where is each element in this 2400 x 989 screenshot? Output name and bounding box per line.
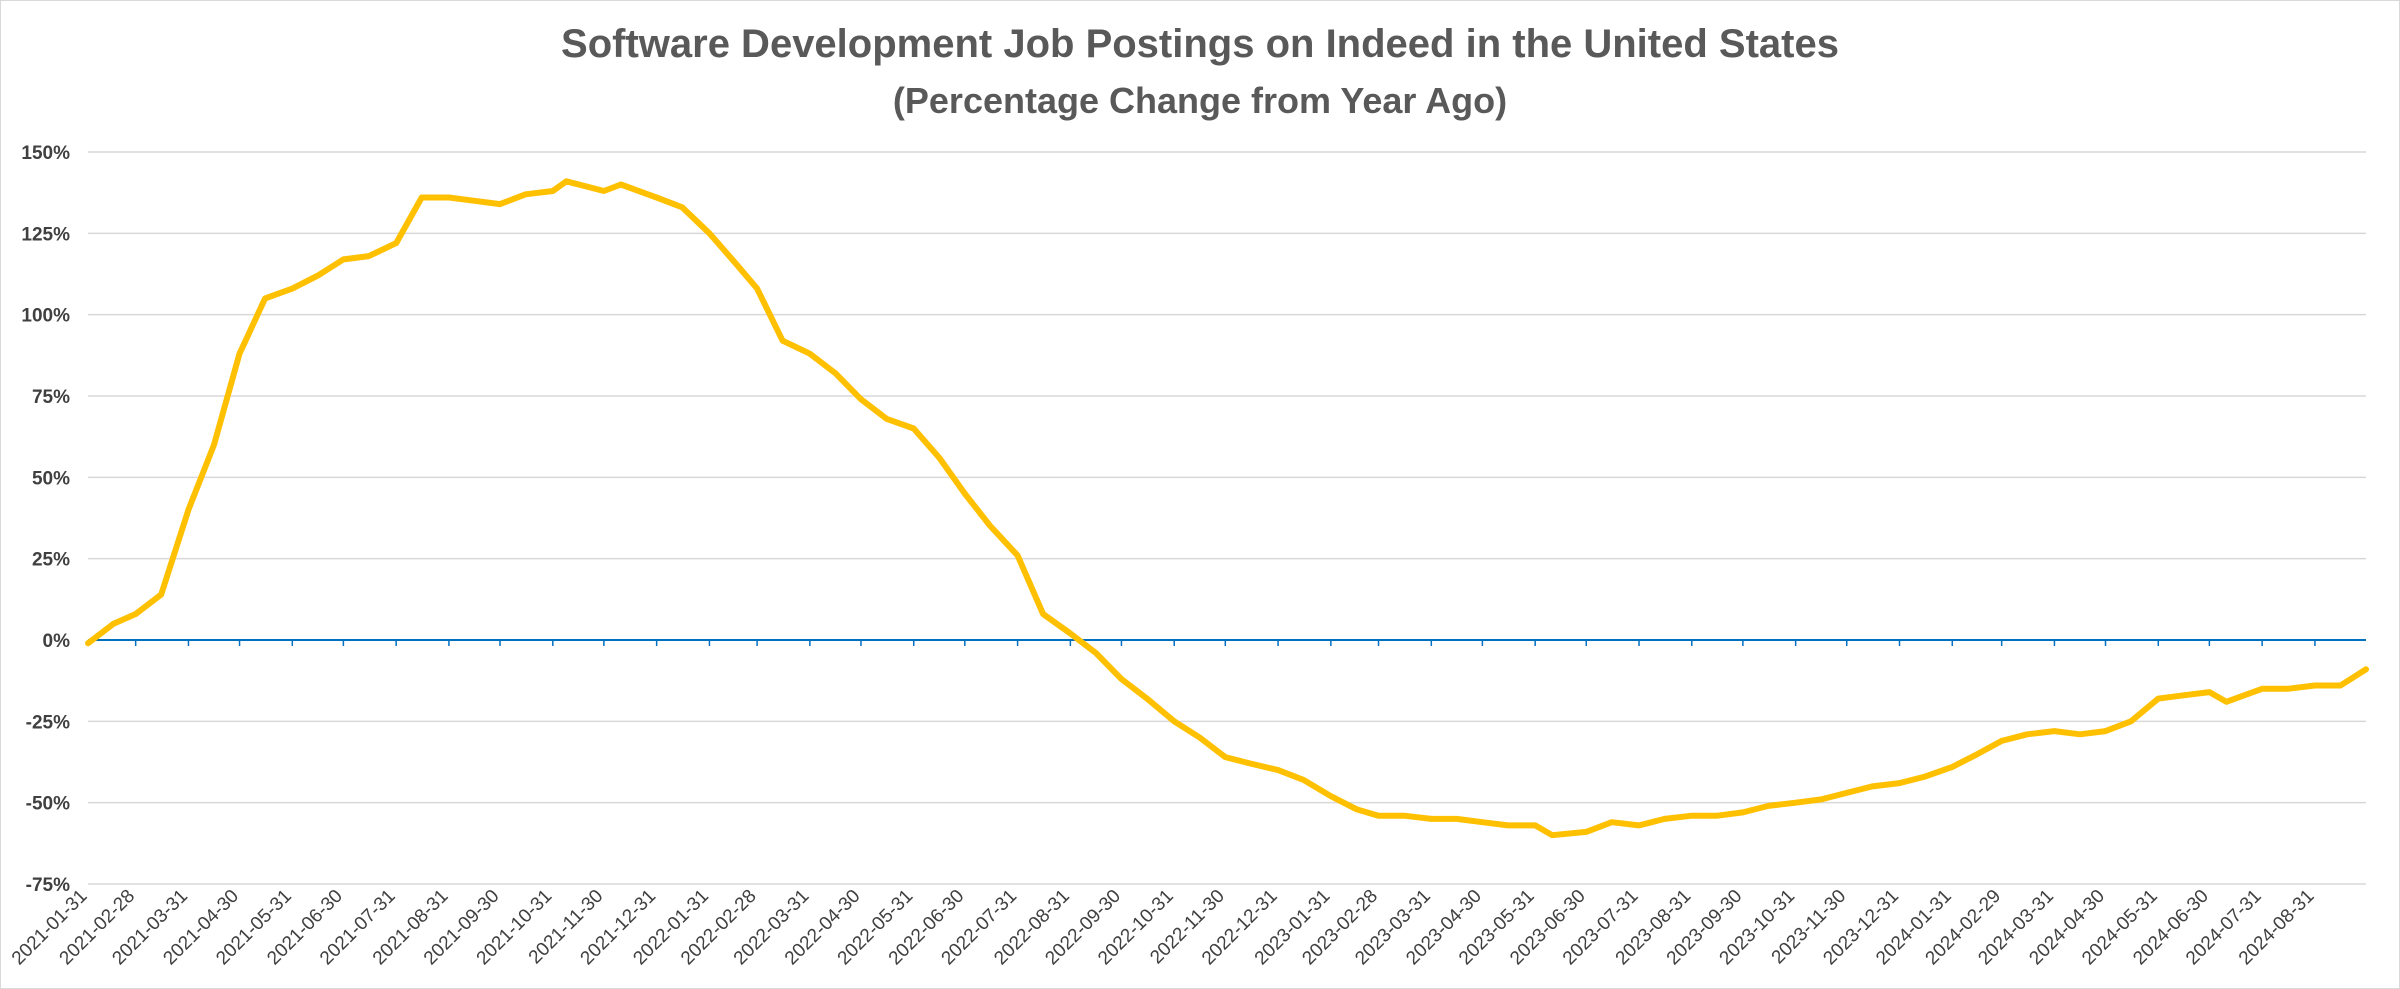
y-tick-label: 125%: [21, 224, 70, 245]
y-tick-label: -25%: [26, 712, 70, 733]
y-tick-label: 75%: [32, 387, 70, 408]
y-tick-label: 0%: [43, 631, 71, 652]
chart-title: Software Development Job Postings on Ind…: [561, 22, 1839, 66]
gridlines: [88, 151, 2366, 885]
y-tick-label: -50%: [26, 794, 70, 815]
y-axis-ticks: 150% 125% 100% 75% 50% 25% 0% -25% -50% -75%: [21, 143, 70, 896]
series-layer: [85, 178, 2369, 839]
chart-subtitle: (Percentage Change from Year Ago): [892, 80, 1508, 121]
y-tick-label: 100%: [21, 306, 70, 327]
y-tick-label: 50%: [32, 468, 70, 489]
y-tick-label: 25%: [32, 550, 70, 571]
series-line: [85, 178, 2369, 839]
x-axis: 2021-01-312021-02-282021-03-312021-04-30…: [8, 639, 2366, 969]
y-tick-label: -75%: [26, 875, 70, 896]
y-tick-label: 150%: [21, 143, 70, 164]
